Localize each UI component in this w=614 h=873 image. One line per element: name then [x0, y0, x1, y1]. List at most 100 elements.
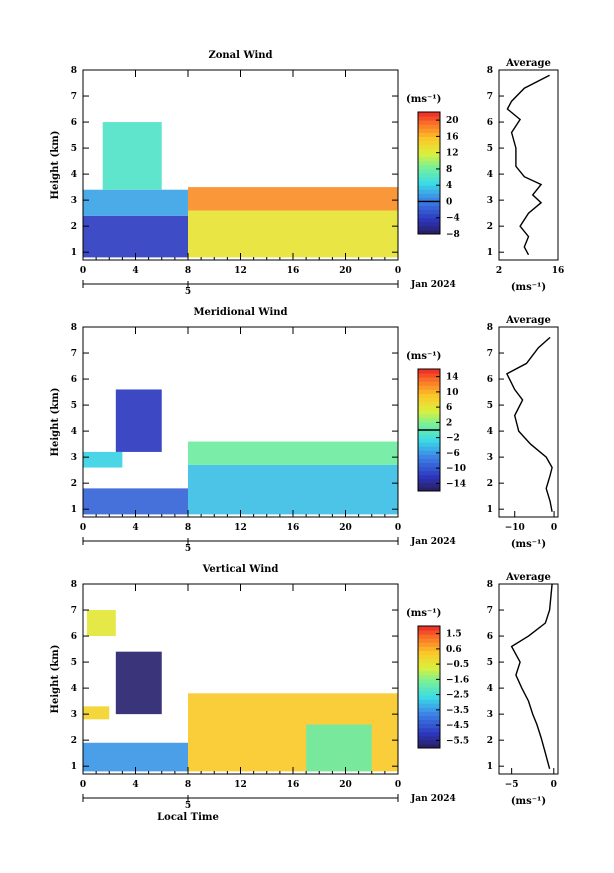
colorbar-tick-label: 1.5: [446, 630, 462, 640]
x-tick-label: 4: [132, 523, 138, 533]
colorbar-cell: [418, 462, 440, 468]
average-y-tick-label: 4: [487, 684, 493, 694]
x-tick-label: 4: [132, 780, 138, 790]
average-profile-line: [510, 583, 553, 769]
y-tick-label: 7: [71, 606, 77, 616]
colorbar-unit: (ms⁻¹): [406, 94, 441, 105]
average-y-tick-label: 2: [487, 222, 493, 232]
data-region: [188, 441, 398, 465]
colorbar-cell: [418, 124, 440, 129]
month-label: Jan 2024: [410, 280, 456, 290]
average-y-tick-label: 5: [487, 658, 493, 668]
colorbar-cell: [418, 201, 440, 207]
colorbar-cell: [418, 116, 440, 121]
colorbar-cell: [418, 144, 440, 150]
colorbar-tick-label: −3.5: [446, 706, 469, 716]
x-tick-label: 0: [395, 266, 401, 276]
average-x-tick-label: −10: [505, 523, 525, 533]
colorbar-cell: [418, 703, 440, 708]
y-tick-label: 3: [71, 196, 77, 206]
colorbar-cell: [418, 682, 440, 688]
y-tick-label: 6: [71, 375, 77, 385]
colorbar-cell: [418, 470, 440, 476]
average-x-tick-label: 16: [552, 266, 565, 276]
colorbar-cell: [418, 735, 440, 741]
colorbar-tick-label: −10: [446, 464, 466, 474]
colorbar-cell: [418, 197, 440, 202]
average-x-label: (ms⁻¹): [511, 539, 546, 550]
colorbar-tick-label: −2.5: [446, 691, 469, 701]
colorbar-cell: [418, 446, 440, 451]
y-tick-label: 1: [71, 505, 77, 515]
colorbar-cell: [418, 405, 440, 411]
x-tick-label: 0: [80, 266, 86, 276]
y-axis-label: Height (km): [50, 388, 61, 457]
colorbar-cell: [418, 719, 440, 725]
colorbar-cell: [418, 630, 440, 635]
average-y-tick-label: 7: [487, 92, 493, 102]
colorbar-cell: [418, 189, 440, 194]
x-tick-label: 12: [234, 780, 247, 790]
x-tick-label: 20: [339, 266, 352, 276]
average-frame: [498, 69, 559, 261]
average-y-tick-label: 2: [487, 479, 493, 489]
y-tick-label: 8: [71, 66, 77, 76]
colorbar-cell: [418, 723, 440, 729]
colorbar-cell: [418, 430, 440, 435]
colorbar-cell: [418, 120, 440, 125]
colorbar-cell: [418, 646, 440, 651]
y-tick-label: 1: [71, 248, 77, 258]
data-region: [86, 610, 116, 637]
y-tick-label: 1: [71, 762, 77, 772]
x-tick-label: 8: [185, 523, 191, 533]
x-tick-label: 8: [185, 780, 191, 790]
y-tick-label: 6: [71, 118, 77, 128]
colorbar-cell: [418, 642, 440, 647]
average-y-tick-label: 2: [487, 736, 493, 746]
date-label: 5: [185, 544, 191, 554]
colorbar-cell: [418, 699, 440, 704]
colorbar-cell: [418, 148, 440, 154]
colorbar-cell: [418, 691, 440, 696]
colorbar-cell: [418, 678, 440, 684]
colorbar-tick-label: 6: [446, 403, 452, 413]
average-y-tick-label: 8: [487, 323, 493, 333]
colorbar-cell: [418, 229, 440, 235]
colorbar-tick-label: −6: [446, 449, 460, 459]
colorbar-cell: [418, 650, 440, 655]
average-y-tick-label: 3: [487, 453, 493, 463]
colorbar-cell: [418, 393, 440, 398]
x-tick-label: 20: [339, 523, 352, 533]
average-y-tick-label: 6: [487, 118, 493, 128]
colorbar-cell: [418, 458, 440, 464]
colorbar-cell: [418, 707, 440, 712]
colorbar-cell: [418, 156, 440, 162]
colorbar-cell: [418, 670, 440, 676]
colorbar-cell: [418, 626, 440, 631]
x-tick-label: 0: [80, 523, 86, 533]
x-tick-label: 12: [234, 523, 247, 533]
y-tick-label: 5: [71, 658, 77, 668]
colorbar-tick-label: 20: [446, 116, 459, 126]
colorbar-tick-label: 16: [446, 132, 459, 142]
y-tick-label: 4: [71, 684, 77, 694]
y-axis-label: Height (km): [50, 131, 61, 200]
colorbar-tick-label: 4: [446, 181, 452, 191]
colorbar-tick-label: −2: [446, 434, 460, 444]
average-frame: [498, 326, 559, 518]
average-y-tick-label: 8: [487, 66, 493, 76]
data-region: [83, 706, 110, 720]
colorbar-cell: [418, 731, 440, 737]
colorbar-cell: [418, 474, 440, 480]
average-y-tick-label: 8: [487, 580, 493, 590]
average-y-tick-label: 5: [487, 144, 493, 154]
colorbar-tick-label: −4.5: [446, 721, 469, 731]
y-tick-label: 5: [71, 144, 77, 154]
data-region: [188, 210, 398, 258]
colorbar-cell: [418, 438, 440, 443]
colorbar-cell: [418, 181, 440, 186]
panel-title: Zonal Wind: [208, 50, 272, 61]
data-region: [306, 724, 372, 772]
